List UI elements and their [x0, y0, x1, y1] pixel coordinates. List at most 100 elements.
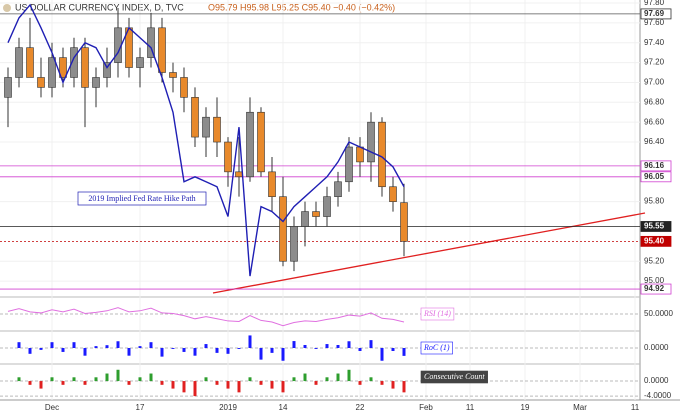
roc-bar	[149, 342, 153, 348]
roc-bar	[314, 348, 318, 349]
candle-body	[191, 97, 199, 138]
candle-body	[147, 27, 155, 58]
count-bar	[171, 381, 175, 389]
candle-body	[367, 121, 375, 163]
count-bar	[215, 381, 219, 385]
candle-body	[378, 121, 386, 188]
y-tick-label: 97.80	[644, 0, 665, 7]
level-label: 96.16	[644, 161, 665, 170]
y-tick-label: 95.80	[644, 197, 665, 206]
count-bar	[94, 377, 98, 382]
candle-body	[224, 141, 232, 173]
y-tick-label: 0.0000	[644, 376, 669, 385]
count-bar	[72, 377, 76, 382]
count-bar	[325, 377, 329, 382]
count-bar	[39, 381, 43, 389]
candle-body	[59, 57, 67, 78]
roc-bar	[325, 344, 329, 348]
y-tick-label: 0.0000	[644, 343, 669, 352]
count-bar	[391, 381, 395, 389]
roc-bar	[215, 348, 219, 353]
count-bar	[17, 377, 21, 382]
count-bar	[226, 381, 230, 389]
count-bar	[138, 377, 142, 382]
level-label: 95.40	[644, 236, 665, 245]
roc-bar	[17, 342, 21, 348]
count-bar	[83, 381, 87, 385]
panel-label: RSI (14)	[423, 309, 451, 318]
count-bar	[369, 377, 373, 382]
level-label: 94.92	[644, 284, 665, 293]
candle-body	[257, 111, 265, 173]
candle-body	[169, 72, 177, 78]
count-bar	[402, 381, 406, 393]
candle-body	[400, 202, 408, 242]
candle-body	[345, 146, 353, 183]
roc-bar	[402, 348, 406, 356]
roc-bar	[127, 348, 131, 356]
candle-body	[246, 111, 254, 178]
overlay-line	[7, 3, 405, 277]
roc-bar	[61, 348, 65, 352]
candle-body	[15, 47, 23, 78]
roc-bar	[281, 348, 285, 361]
y-tick-label: 50.0000	[644, 309, 673, 318]
count-bar	[380, 381, 384, 385]
count-bar	[105, 373, 109, 382]
level-label-box	[640, 283, 672, 295]
level-label-box	[640, 171, 672, 183]
roc-bar	[292, 341, 296, 348]
x-tick-label: 11	[466, 403, 475, 412]
candle-body	[158, 27, 166, 73]
y-tick-label: 96.40	[644, 137, 665, 146]
count-bar	[160, 381, 164, 385]
roc-bar	[116, 341, 120, 348]
candle-body	[235, 171, 243, 178]
level-label-box	[640, 160, 672, 172]
y-tick-label: 97.60	[644, 18, 665, 27]
x-tick-label: 17	[136, 403, 145, 412]
count-bar	[292, 377, 296, 382]
roc-bar	[336, 345, 340, 348]
roc-bar	[347, 341, 351, 348]
candle-body	[213, 116, 221, 143]
y-tick-label: 97.20	[644, 58, 665, 67]
roc-bar	[369, 340, 373, 348]
count-bar	[116, 369, 120, 382]
y-tick-label: 97.00	[644, 78, 665, 87]
candle-body	[26, 47, 34, 78]
count-bar	[61, 381, 65, 385]
roc-bar	[248, 335, 252, 348]
candle-body	[92, 77, 100, 88]
level-label: 97.69	[644, 9, 665, 18]
y-tick-label: 95.00	[644, 276, 665, 285]
roc-bar	[303, 345, 307, 348]
candle-body	[70, 47, 78, 78]
candle-body	[81, 47, 89, 88]
overlay-label: 2019 Implied Fed Rate Hike Path	[88, 194, 195, 203]
level-label-box	[640, 8, 672, 20]
rsi-line	[7, 307, 405, 327]
candle-body	[334, 181, 342, 197]
panel-label-box	[420, 341, 453, 355]
count-bar	[347, 369, 351, 382]
x-tick-label: 22	[356, 403, 365, 412]
panel-label-box	[420, 307, 455, 321]
candle-body	[103, 62, 111, 78]
count-bar	[281, 381, 285, 393]
y-tick-label: 97.40	[644, 38, 665, 47]
roc-bar	[105, 345, 109, 348]
count-bar	[127, 381, 131, 385]
roc-bar	[193, 348, 197, 356]
roc-bar	[39, 348, 43, 350]
count-bar	[28, 381, 32, 385]
candle-body	[4, 77, 12, 98]
count-bar	[248, 377, 252, 382]
candle-body	[37, 77, 45, 88]
level-label: 96.05	[644, 172, 665, 181]
level-label-box	[640, 235, 672, 247]
symbol-icon	[3, 4, 11, 12]
level-label: 95.55	[644, 222, 665, 231]
candle-body	[323, 196, 331, 217]
